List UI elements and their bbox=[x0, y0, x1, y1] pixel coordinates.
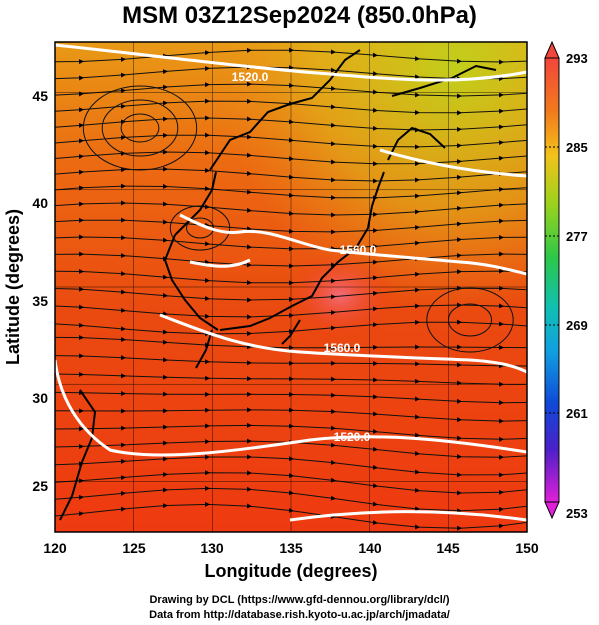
credit-data: Data from http://database.rish.kyoto-u.a… bbox=[149, 609, 450, 621]
streamline bbox=[55, 422, 527, 442]
streamline bbox=[55, 234, 527, 252]
streamline bbox=[55, 268, 527, 286]
streamline-ring bbox=[169, 205, 231, 251]
x-axis-label: Longitude (degrees) bbox=[204, 561, 377, 581]
x-tick-label: 120 bbox=[43, 540, 67, 556]
contour-label: 1520.0 bbox=[232, 70, 269, 84]
height-contours bbox=[55, 43, 527, 522]
x-tick-label: 130 bbox=[200, 540, 224, 556]
streamline bbox=[55, 81, 527, 99]
credits: Drawing by DCL (https://www.gfd-dennou.o… bbox=[0, 593, 599, 623]
y-axis: 25 30 35 40 45 Latitude (degrees) bbox=[3, 88, 48, 494]
streamline bbox=[55, 501, 527, 531]
x-tick-label: 140 bbox=[358, 540, 382, 556]
streamline bbox=[55, 302, 527, 320]
colorbar-scale bbox=[544, 57, 560, 503]
y-axis-label: Latitude (degrees) bbox=[3, 209, 23, 365]
streamline bbox=[55, 407, 527, 424]
streamline bbox=[55, 132, 527, 150]
y-tick-label: 40 bbox=[32, 195, 48, 211]
contour-labels: 1520.0 1560.0 1560.0 1520.0 bbox=[232, 70, 377, 444]
streamline bbox=[55, 166, 527, 184]
x-tick-label: 125 bbox=[122, 540, 146, 556]
contour-label: 1560.0 bbox=[324, 341, 361, 355]
y-tick-label: 45 bbox=[32, 88, 48, 104]
streamline-ring bbox=[82, 85, 198, 171]
streamline bbox=[55, 371, 527, 387]
colorbar-label: 261 bbox=[566, 406, 588, 421]
colorbar-top-triangle bbox=[544, 40, 560, 59]
colorbar-label: 293 bbox=[566, 51, 588, 66]
streamline bbox=[55, 47, 527, 65]
colorbar-bottom-triangle bbox=[544, 501, 560, 520]
y-tick-label: 25 bbox=[32, 478, 48, 494]
streamline bbox=[55, 251, 527, 269]
colorbar-label: 269 bbox=[566, 318, 588, 333]
streamline bbox=[55, 390, 527, 406]
colorbar-label: 277 bbox=[566, 229, 588, 244]
plot-frame bbox=[54, 41, 528, 533]
streamline bbox=[55, 200, 527, 218]
chart-title: MSM 03Z12Sep2024 (850.0hPa) bbox=[122, 2, 477, 29]
x-tick-label: 145 bbox=[436, 540, 460, 556]
streamline bbox=[55, 217, 527, 235]
x-tick-label: 135 bbox=[279, 540, 303, 556]
colorbar: 293 285 277 269 261 253 bbox=[544, 40, 588, 521]
y-tick-label: 35 bbox=[32, 293, 48, 309]
x-axis: 120 125 130 135 140 145 150 Longitude (d… bbox=[43, 540, 539, 581]
contour-label: 1520.0 bbox=[334, 430, 371, 444]
streamline bbox=[55, 353, 527, 369]
y-tick-label: 30 bbox=[32, 390, 48, 406]
streamline-ring bbox=[120, 113, 160, 143]
x-tick-label: 150 bbox=[515, 540, 539, 556]
streamline bbox=[55, 285, 527, 303]
credit-drawing: Drawing by DCL (https://www.gfd-dennou.o… bbox=[149, 594, 450, 606]
streamline bbox=[55, 335, 527, 351]
colorbar-label: 253 bbox=[566, 506, 588, 521]
streamline bbox=[55, 183, 527, 201]
colorbar-label: 285 bbox=[566, 140, 588, 155]
streamline-ring bbox=[426, 287, 514, 353]
coastlines bbox=[59, 49, 497, 521]
streamline bbox=[55, 115, 527, 133]
streamline-ring bbox=[101, 99, 179, 157]
contour-label: 1560.0 bbox=[340, 243, 377, 257]
